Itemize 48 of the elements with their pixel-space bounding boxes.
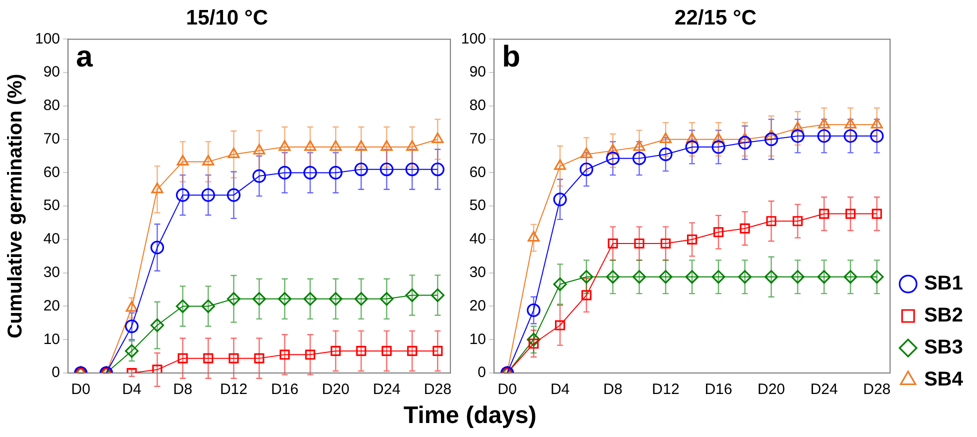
y-axis-title: Cumulative germination (%) (4, 74, 27, 338)
annotation: b (502, 40, 520, 74)
x-tick-label: D20 (322, 381, 350, 398)
x-tick-label: D16 (270, 381, 298, 398)
legend-label: SB4 (924, 368, 964, 391)
x-tick-label: D24 (372, 381, 400, 398)
y-tick-label: 80 (43, 97, 60, 114)
y-tick-label: 40 (469, 230, 486, 248)
x-tick-label: D20 (758, 381, 786, 398)
legend-label: SB3 (924, 336, 963, 359)
y-tick-label: 20 (469, 297, 486, 314)
x-tick-label: D28 (424, 381, 452, 398)
y-tick-label: 100 (460, 30, 486, 48)
x-tick-label: D4 (550, 381, 570, 398)
y-tick-label: 50 (469, 197, 486, 214)
x-tick-label: D4 (122, 381, 142, 398)
x-tick-label: D24 (810, 381, 838, 398)
y-tick-label: 100 (34, 30, 60, 48)
x-tick-label: D16 (704, 381, 732, 398)
y-tick-label: 0 (478, 364, 486, 382)
chart-title: 22/15 °C (674, 6, 756, 30)
x-tick-label: D8 (173, 381, 192, 398)
y-tick-label: 60 (43, 164, 60, 181)
y-tick-label: 30 (469, 264, 486, 281)
chart-title: 15/10 °C (186, 6, 268, 30)
y-tick-label: 90 (469, 64, 486, 81)
y-tick-label: 30 (43, 264, 60, 281)
y-tick-label: 0 (52, 364, 60, 382)
y-tick-label: 10 (469, 330, 486, 348)
y-tick-label: 90 (43, 64, 60, 81)
x-tick-label: D0 (71, 381, 90, 398)
y-tick-label: 60 (469, 164, 486, 181)
y-tick-label: 50 (43, 197, 60, 214)
x-tick-label: D12 (220, 381, 248, 398)
annotation: a (76, 40, 94, 74)
x-tick-label: D0 (498, 381, 517, 398)
legend-label: SB1 (924, 272, 963, 295)
y-tick-label: 40 (43, 230, 60, 248)
y-tick-label: 70 (469, 130, 486, 148)
y-tick-label: 70 (43, 130, 60, 148)
legend-label: SB2 (924, 304, 963, 327)
x-tick-label: D8 (603, 381, 622, 398)
y-tick-label: 80 (469, 97, 486, 114)
x-tick-label: D28 (863, 381, 891, 398)
y-tick-label: 10 (43, 330, 60, 348)
y-tick-label: 20 (43, 297, 60, 314)
x-axis-title: Time (days) (402, 402, 538, 430)
x-tick-label: D12 (652, 381, 680, 398)
